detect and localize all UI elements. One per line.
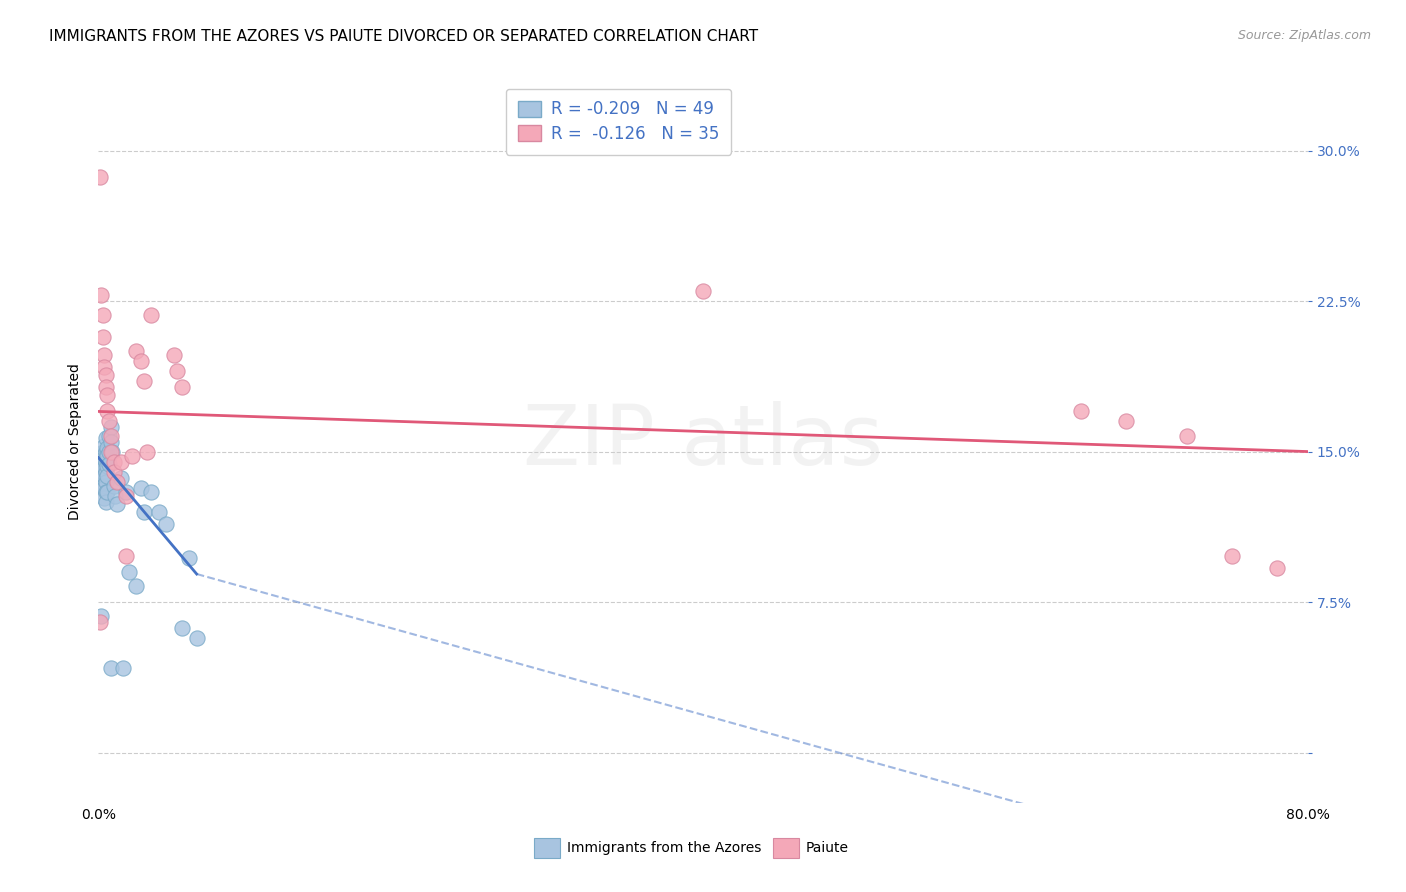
Point — [96, 458, 118, 473]
Point — [110, 455, 132, 469]
Point — [90, 458, 112, 473]
Point — [121, 449, 143, 463]
Point — [93, 360, 115, 375]
Point — [118, 565, 141, 579]
Text: Paiute: Paiute — [806, 841, 849, 855]
Y-axis label: Divorced or Separated: Divorced or Separated — [69, 363, 83, 520]
Point — [1220, 549, 1243, 563]
Point — [96, 484, 118, 499]
Point — [129, 481, 152, 495]
Point — [93, 450, 115, 465]
Point — [114, 484, 136, 499]
Point — [91, 308, 114, 322]
Point — [135, 444, 157, 458]
Point — [125, 579, 148, 593]
Point — [93, 439, 115, 453]
Point — [96, 388, 118, 402]
Point — [114, 489, 136, 503]
Point — [170, 621, 193, 635]
Point — [93, 460, 115, 475]
Point — [96, 441, 118, 455]
Point — [100, 428, 122, 442]
Point — [94, 465, 117, 479]
Point — [132, 375, 155, 389]
Point — [141, 308, 163, 322]
Point — [96, 468, 118, 483]
Point — [132, 505, 155, 519]
Point — [90, 468, 112, 483]
Point — [129, 354, 152, 368]
Point — [1175, 428, 1198, 442]
Point — [94, 380, 117, 394]
Point — [1115, 414, 1137, 429]
Point — [94, 494, 117, 508]
Point — [100, 444, 122, 458]
Point — [98, 457, 121, 471]
Point — [105, 475, 128, 489]
Point — [90, 288, 112, 302]
Point — [94, 368, 117, 383]
Point — [98, 428, 121, 442]
Point — [96, 449, 118, 463]
Point — [148, 505, 170, 519]
Point — [98, 414, 121, 429]
Point — [101, 444, 124, 458]
Point — [179, 551, 201, 566]
Point — [141, 484, 163, 499]
Point — [91, 444, 114, 458]
Point — [93, 468, 115, 483]
Point — [163, 348, 186, 362]
Point — [110, 471, 132, 485]
Point — [93, 491, 115, 505]
Point — [91, 455, 114, 469]
Point — [1070, 404, 1092, 418]
Point — [104, 489, 127, 503]
Point — [111, 661, 134, 675]
Point — [94, 475, 117, 489]
Point — [98, 444, 121, 458]
Point — [96, 404, 118, 418]
Point — [114, 549, 136, 563]
Point — [103, 465, 125, 479]
Point — [93, 481, 115, 495]
Point — [100, 434, 122, 449]
Point — [166, 364, 188, 378]
Point — [105, 497, 128, 511]
Point — [94, 431, 117, 445]
Text: Source: ZipAtlas.com: Source: ZipAtlas.com — [1237, 29, 1371, 43]
Point — [103, 479, 125, 493]
Point — [91, 330, 114, 344]
Point — [103, 455, 125, 469]
Point — [100, 420, 122, 434]
Point — [90, 609, 112, 624]
Point — [125, 344, 148, 359]
Point — [155, 516, 177, 531]
Point — [170, 380, 193, 394]
Point — [94, 484, 117, 499]
Point — [100, 661, 122, 675]
Point — [89, 169, 111, 184]
Text: ZIP atlas: ZIP atlas — [523, 401, 883, 482]
Text: Immigrants from the Azores: Immigrants from the Azores — [567, 841, 761, 855]
Point — [94, 444, 117, 458]
Point — [91, 479, 114, 493]
Point — [89, 449, 111, 463]
Point — [91, 465, 114, 479]
Point — [93, 348, 115, 362]
Point — [692, 284, 714, 298]
Point — [94, 455, 117, 469]
Text: IMMIGRANTS FROM THE AZORES VS PAIUTE DIVORCED OR SEPARATED CORRELATION CHART: IMMIGRANTS FROM THE AZORES VS PAIUTE DIV… — [49, 29, 758, 45]
Point — [1267, 561, 1289, 575]
Legend: R = -0.209   N = 49, R =  -0.126   N = 35: R = -0.209 N = 49, R = -0.126 N = 35 — [506, 88, 731, 154]
Point — [89, 615, 111, 630]
Point — [186, 632, 208, 646]
